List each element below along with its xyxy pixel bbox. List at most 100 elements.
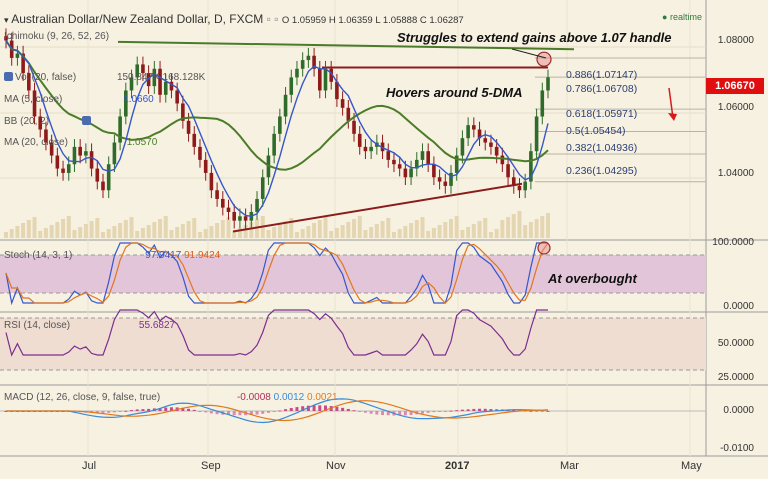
annotation-5dma: Hovers around 5-DMA	[386, 85, 523, 100]
candle-body	[38, 116, 43, 130]
volume-bar	[83, 224, 88, 238]
volume-bar	[123, 220, 128, 238]
volume-bar	[112, 226, 117, 238]
candle-body	[243, 216, 248, 221]
volume-bar	[323, 217, 328, 238]
legend-rsi[interactable]: RSI (14, close) 55.6827	[4, 320, 176, 331]
macd-histogram-bar	[363, 411, 367, 413]
candle-body	[89, 151, 94, 169]
volume-bar	[357, 216, 362, 238]
candle-body	[232, 211, 237, 221]
macd-histogram-bar	[495, 409, 499, 411]
candle-body	[352, 120, 356, 134]
rsi-tick: 25.0000	[717, 372, 754, 383]
settings-icon[interactable]: ▫ ▫	[266, 12, 279, 26]
macd-histogram-bar	[306, 405, 310, 411]
realtime-status: ● realtime	[662, 12, 702, 22]
macd-histogram-bar	[112, 411, 116, 413]
legend-ma20[interactable]: MA (20, close) 1.0570	[4, 137, 158, 148]
macd-histogram-bar	[272, 411, 276, 412]
candle-body	[534, 116, 539, 152]
support-trendline	[232, 182, 523, 233]
volume-bar	[534, 219, 539, 238]
volume-bar	[517, 211, 522, 238]
candle-body	[489, 142, 493, 147]
volume-bar	[300, 229, 305, 238]
stoch-k-line	[5, 242, 548, 306]
candle-body	[272, 133, 276, 156]
candle-body	[158, 68, 162, 95]
ma5-line	[5, 40, 549, 218]
legend-ichimoku[interactable]: Ichimoku (9, 26, 52, 26)	[4, 31, 110, 42]
eye-icon[interactable]	[81, 116, 91, 125]
candle-body	[420, 151, 425, 160]
price-tick: 1.08000	[717, 35, 754, 46]
candle-body	[27, 73, 31, 91]
volume-bar	[169, 230, 174, 238]
ma20-line	[5, 39, 549, 171]
candle-body	[181, 103, 185, 121]
volume-bar	[192, 218, 197, 238]
legend-bb[interactable]: BB (20, 2)	[4, 116, 93, 128]
candle-body	[21, 53, 25, 74]
time-tick: Jul	[82, 460, 97, 472]
candle-body	[363, 146, 368, 152]
candle-body	[95, 168, 100, 182]
volume-bar	[175, 227, 180, 238]
volume-bar	[129, 217, 134, 238]
legend-stoch[interactable]: Stoch (14, 3, 1) 97.9417 91.9424	[4, 250, 221, 261]
candle-body	[403, 168, 408, 178]
candle-body	[386, 151, 391, 160]
macd-histogram-bar	[472, 408, 476, 411]
candle-body	[55, 155, 60, 169]
time-tick: Mar	[560, 460, 579, 472]
macd-signal-line	[6, 400, 549, 422]
resistance-trendline	[117, 40, 575, 51]
candle-body	[511, 177, 516, 186]
candle-body	[203, 159, 208, 173]
candle-body	[129, 77, 134, 91]
candle-body	[546, 77, 550, 91]
rsi-band	[0, 318, 706, 370]
eye-icon[interactable]	[4, 72, 13, 81]
volume-bar	[500, 220, 505, 238]
candle-body	[209, 172, 214, 191]
legend-vol[interactable]: Vol (20, false) 150.847K 168.128K	[4, 72, 205, 84]
macd-histogram-bar	[135, 409, 139, 411]
volume-bar	[289, 218, 294, 238]
candle-body	[517, 185, 522, 191]
candle-body	[215, 190, 219, 199]
candle-body	[49, 142, 54, 156]
candle-body	[443, 181, 448, 186]
legend-macd[interactable]: MACD (12, 26, close, 9, false, true) -0.…	[4, 392, 338, 403]
volume-bar	[449, 219, 454, 238]
macd-histogram-bar	[118, 411, 122, 412]
rsi-tick: 50.0000	[717, 338, 754, 349]
volume-bar	[471, 224, 476, 238]
volume-bar	[283, 221, 288, 238]
volume-bar	[186, 221, 191, 238]
volume-bar	[72, 230, 77, 238]
macd-histogram-bar	[164, 407, 168, 411]
macd-histogram-bar	[284, 409, 288, 411]
macd-histogram-bar	[546, 410, 550, 412]
macd-histogram-bar	[512, 409, 516, 411]
volume-bar	[363, 230, 368, 238]
candle-body	[392, 159, 396, 165]
macd-histogram-bar	[130, 410, 134, 412]
candle-body	[300, 60, 305, 69]
volume-bar	[26, 220, 31, 238]
legend-ma5[interactable]: MA (5, close) 1.0660	[4, 94, 154, 105]
macd-histogram-bar	[158, 408, 162, 411]
candle-body	[238, 216, 242, 221]
candle-body	[84, 151, 88, 156]
candle-body	[414, 159, 419, 169]
expand-icon[interactable]: ▾	[4, 15, 9, 25]
candle-body	[106, 164, 111, 191]
macd-histogram-bar	[107, 411, 111, 413]
macd-histogram-bar	[187, 408, 191, 411]
fib-level: 0.886(1.07147)	[566, 69, 638, 81]
volume-bar	[140, 228, 145, 238]
candle-body	[61, 168, 65, 173]
